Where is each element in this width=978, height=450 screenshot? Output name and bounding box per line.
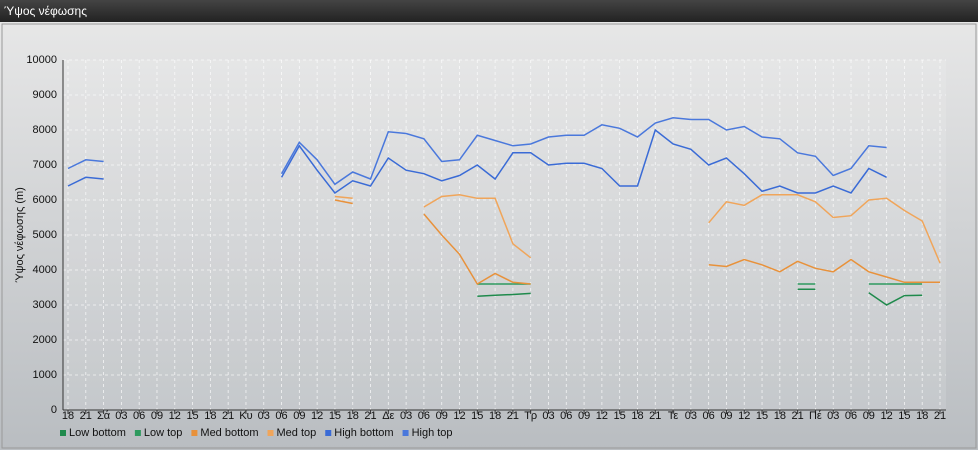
x-tick-label: 18 <box>631 410 643 422</box>
series-line <box>334 199 940 286</box>
x-tick-label: 09 <box>436 410 448 422</box>
x-tick-label: 18 <box>62 410 74 422</box>
x-tick-label: 18 <box>347 410 359 422</box>
x-tick-label: 09 <box>863 410 875 422</box>
legend-label: Low bottom <box>69 427 126 439</box>
series-line <box>477 288 923 306</box>
x-tick-label: 18 <box>916 410 928 422</box>
x-tick-label: 21 <box>507 410 519 422</box>
legend-swatch <box>402 430 409 436</box>
x-tick-label: 12 <box>311 410 323 422</box>
x-tick-label: 15 <box>614 410 626 422</box>
x-tick-label: 21 <box>934 410 946 422</box>
x-tick-label: 06 <box>275 410 287 422</box>
legend-swatch <box>134 430 141 436</box>
x-tick-label: 09 <box>578 410 590 422</box>
x-tick-label: 03 <box>400 410 412 422</box>
y-tick-label: 5000 <box>33 229 57 241</box>
x-tick-label: 03 <box>685 410 697 422</box>
y-axis-label: Ύψος νέφωσης (m) <box>14 187 26 283</box>
x-tick-label: 09 <box>151 410 163 422</box>
x-tick-label: 15 <box>186 410 198 422</box>
x-tick-label: 06 <box>560 410 572 422</box>
x-tick-label: 03 <box>258 410 270 422</box>
y-tick-label: 9000 <box>33 89 57 101</box>
y-tick-label: 3000 <box>33 299 57 311</box>
x-tick-label: 03 <box>827 410 839 422</box>
title-bar: Ύψος νέφωσης <box>0 0 978 22</box>
x-tick-label: 18 <box>204 410 216 422</box>
x-tick-label: Σά <box>97 410 111 422</box>
x-tick-label: Δε <box>382 410 394 422</box>
x-tick-label: 15 <box>898 410 910 422</box>
legend-swatch <box>325 430 332 436</box>
x-tick-label: 09 <box>293 410 305 422</box>
x-tick-label: 21 <box>222 410 234 422</box>
y-tick-label: 8000 <box>33 124 57 136</box>
legend-swatch <box>267 430 274 436</box>
legend-label: Med top <box>277 427 317 439</box>
y-tick-label: 2000 <box>33 334 57 346</box>
x-tick-label: 12 <box>453 410 465 422</box>
x-tick-label: 18 <box>489 410 501 422</box>
legend-swatch <box>60 430 66 436</box>
x-tick-label: 06 <box>845 410 857 422</box>
x-tick-label: 21 <box>80 410 92 422</box>
legend-label: High top <box>412 427 453 439</box>
x-tick-label: 18 <box>774 410 786 422</box>
x-tick-label: 03 <box>542 410 554 422</box>
y-tick-label: 1000 <box>33 369 57 381</box>
x-tick-label: Τε <box>668 410 679 422</box>
x-tick-label: 21 <box>364 410 376 422</box>
x-tick-label: 15 <box>756 410 768 422</box>
x-tick-label: 06 <box>418 410 430 422</box>
x-tick-label: 09 <box>720 410 732 422</box>
x-tick-label: 03 <box>115 410 127 422</box>
legend-swatch <box>191 430 198 436</box>
x-tick-label: 12 <box>596 410 608 422</box>
x-tick-label: 12 <box>169 410 181 422</box>
x-tick-label: 15 <box>329 410 341 422</box>
series-line <box>67 128 887 195</box>
y-tick-label: 6000 <box>33 194 57 206</box>
x-tick-label: 15 <box>471 410 483 422</box>
x-tick-label: 06 <box>133 410 145 422</box>
x-tick-label: 06 <box>703 410 715 422</box>
x-tick-label: 21 <box>792 410 804 422</box>
x-tick-label: Πέ <box>809 410 822 422</box>
legend-label: Med bottom <box>200 427 258 439</box>
series-line <box>67 117 887 186</box>
y-tick-label: 0 <box>51 404 57 416</box>
x-tick-label: Τρ <box>524 410 537 422</box>
legend-label: High bottom <box>334 427 393 439</box>
y-tick-label: 4000 <box>33 264 57 276</box>
x-tick-label: Κυ <box>239 410 252 422</box>
x-tick-label: 12 <box>738 410 750 422</box>
frame <box>1 23 977 449</box>
y-tick-label: 10000 <box>26 54 57 66</box>
x-tick-label: 12 <box>880 410 892 422</box>
y-tick-label: 7000 <box>33 159 57 171</box>
legend-label: Low top <box>144 427 183 439</box>
series-line <box>334 194 941 264</box>
x-tick-label: 21 <box>649 410 661 422</box>
